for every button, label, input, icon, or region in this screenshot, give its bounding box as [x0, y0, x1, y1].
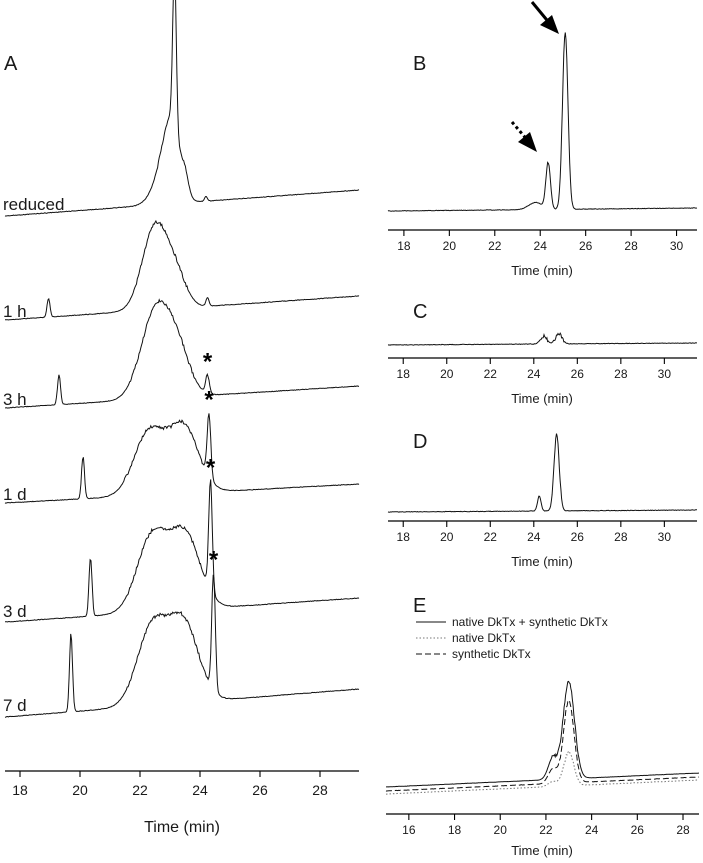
panel-a-letter: A: [4, 53, 18, 75]
panel-d: D 18 20 22 24 26 28 30 Time (min): [387, 431, 697, 569]
panel-b-x-axis-title: Time (min): [511, 263, 573, 278]
trace-label-1-d: 1 d: [3, 485, 27, 504]
panel-d-tick-label: 24: [527, 530, 541, 544]
panel-c-trace: [387, 332, 697, 346]
panel-e-tick-label: 22: [539, 823, 553, 837]
trace-1-d: [4, 413, 360, 504]
panel-b-tick-label: 28: [624, 239, 638, 253]
panel-a-tick-label: 26: [252, 782, 268, 798]
panel-e-tick-label: 18: [448, 823, 462, 837]
panel-a-tick-label: 24: [192, 782, 208, 798]
panel-b: B 18 20 22 24 26 28 30 Time (min): [387, 1, 698, 278]
trace-label-7-d: 7 d: [3, 696, 27, 715]
panel-c-tick-label: 24: [527, 367, 541, 381]
panel-a-trace-labels: reduced 1 h 3 h 1 d 3 d 7 d: [3, 195, 64, 715]
panel-e-tick-label: 16: [402, 823, 416, 837]
panel-b-letter: B: [413, 53, 426, 75]
panel-a-tick-label: 22: [132, 782, 148, 798]
panel-e-trace-dotted: [386, 749, 699, 795]
trace-label-reduced: reduced: [3, 195, 64, 214]
panel-b-tick-label: 26: [579, 239, 593, 253]
trace-label-3-d: 3 d: [3, 602, 27, 621]
panel-e-legend: native DkTx + synthetic DkTx native DkTx…: [416, 615, 608, 661]
panel-c: C 18 20 22 24 26 28 30 Time (min): [387, 301, 697, 406]
panel-d-tick-label: 20: [440, 530, 454, 544]
panel-e-trace-dashed: [385, 698, 700, 792]
trace-label-1-h: 1 h: [3, 302, 27, 321]
panel-c-tick-label: 20: [440, 367, 454, 381]
panel-d-trace: [387, 433, 697, 513]
panel-e-x-ticks: 16 18 20 22 24 26 28: [402, 814, 690, 837]
trace-reduced: [4, 0, 360, 217]
panel-c-x-ticks: 18 20 22 24 26 28 30: [397, 358, 672, 381]
legend-label-synthetic: synthetic DkTx: [452, 647, 531, 661]
trace-3-h: [5, 298, 360, 409]
panel-d-tick-label: 30: [658, 530, 672, 544]
legend-label-native: native DkTx: [452, 631, 515, 645]
panel-e-tick-label: 28: [676, 823, 690, 837]
panel-c-tick-label: 26: [571, 367, 585, 381]
panel-b-tick-label: 24: [534, 239, 548, 253]
panel-d-tick-label: 28: [614, 530, 628, 544]
panel-a-x-axis-title: Time (min): [144, 819, 220, 836]
panel-d-tick-label: 18: [397, 530, 411, 544]
panel-d-letter: D: [413, 431, 427, 453]
panel-e-tick-label: 20: [494, 823, 508, 837]
panel-b-trace: [387, 32, 698, 212]
panel-b-tick-label: 30: [670, 239, 684, 253]
panel-e-tick-label: 24: [585, 823, 599, 837]
panel-c-letter: C: [413, 301, 427, 323]
panel-a-traces: [4, 0, 360, 718]
panel-e-traces: [385, 680, 700, 795]
trace-3-d: [5, 479, 360, 623]
panel-e-letter: E: [413, 595, 426, 617]
trace-1-h: [5, 219, 360, 321]
panel-c-tick-label: 22: [484, 367, 498, 381]
panel-e-tick-label: 26: [631, 823, 645, 837]
panel-a: A reduced 1 h 3 h 1 d 3 d 7 d * * * * 18 20 22 24 26…: [3, 0, 360, 836]
solid-arrow-icon: [530, 1, 559, 34]
panel-a-annotations: * * * *: [203, 348, 219, 573]
panel-b-tick-label: 22: [488, 239, 502, 253]
panel-a-tick-label: 20: [72, 782, 88, 798]
panel-a-tick-label: 28: [312, 782, 328, 798]
panel-c-x-axis-title: Time (min): [511, 391, 573, 406]
panel-d-tick-label: 26: [571, 530, 585, 544]
panel-e-trace-solid: [386, 680, 699, 788]
legend-label-mix: native DkTx + synthetic DkTx: [452, 615, 608, 629]
asterisk-annotation: *: [206, 454, 216, 481]
panel-a-x-ticks: 18 20 22 24 26 28: [12, 771, 328, 798]
asterisk-annotation: *: [209, 547, 219, 574]
panel-b-tick-label: 20: [443, 239, 457, 253]
panel-d-x-axis-title: Time (min): [511, 554, 573, 569]
trace-label-3-h: 3 h: [3, 390, 27, 409]
panel-b-x-ticks: 18 20 22 24 26 28 30: [397, 230, 684, 253]
panel-d-tick-label: 22: [484, 530, 498, 544]
panel-d-x-ticks: 18 20 22 24 26 28 30: [397, 521, 672, 544]
panel-b-tick-label: 18: [397, 239, 411, 253]
asterisk-annotation: *: [204, 386, 214, 413]
panel-a-tick-label: 18: [12, 782, 28, 798]
asterisk-annotation: *: [203, 348, 213, 375]
panel-e: E native DkTx + synthetic DkTx native Dk…: [385, 595, 700, 858]
panel-c-tick-label: 18: [397, 367, 411, 381]
panel-c-tick-label: 28: [614, 367, 628, 381]
panel-e-x-axis-title: Time (min): [511, 843, 573, 858]
dotted-arrow-icon: [510, 121, 537, 152]
panel-c-tick-label: 30: [658, 367, 672, 381]
trace-7-d: [4, 574, 360, 718]
